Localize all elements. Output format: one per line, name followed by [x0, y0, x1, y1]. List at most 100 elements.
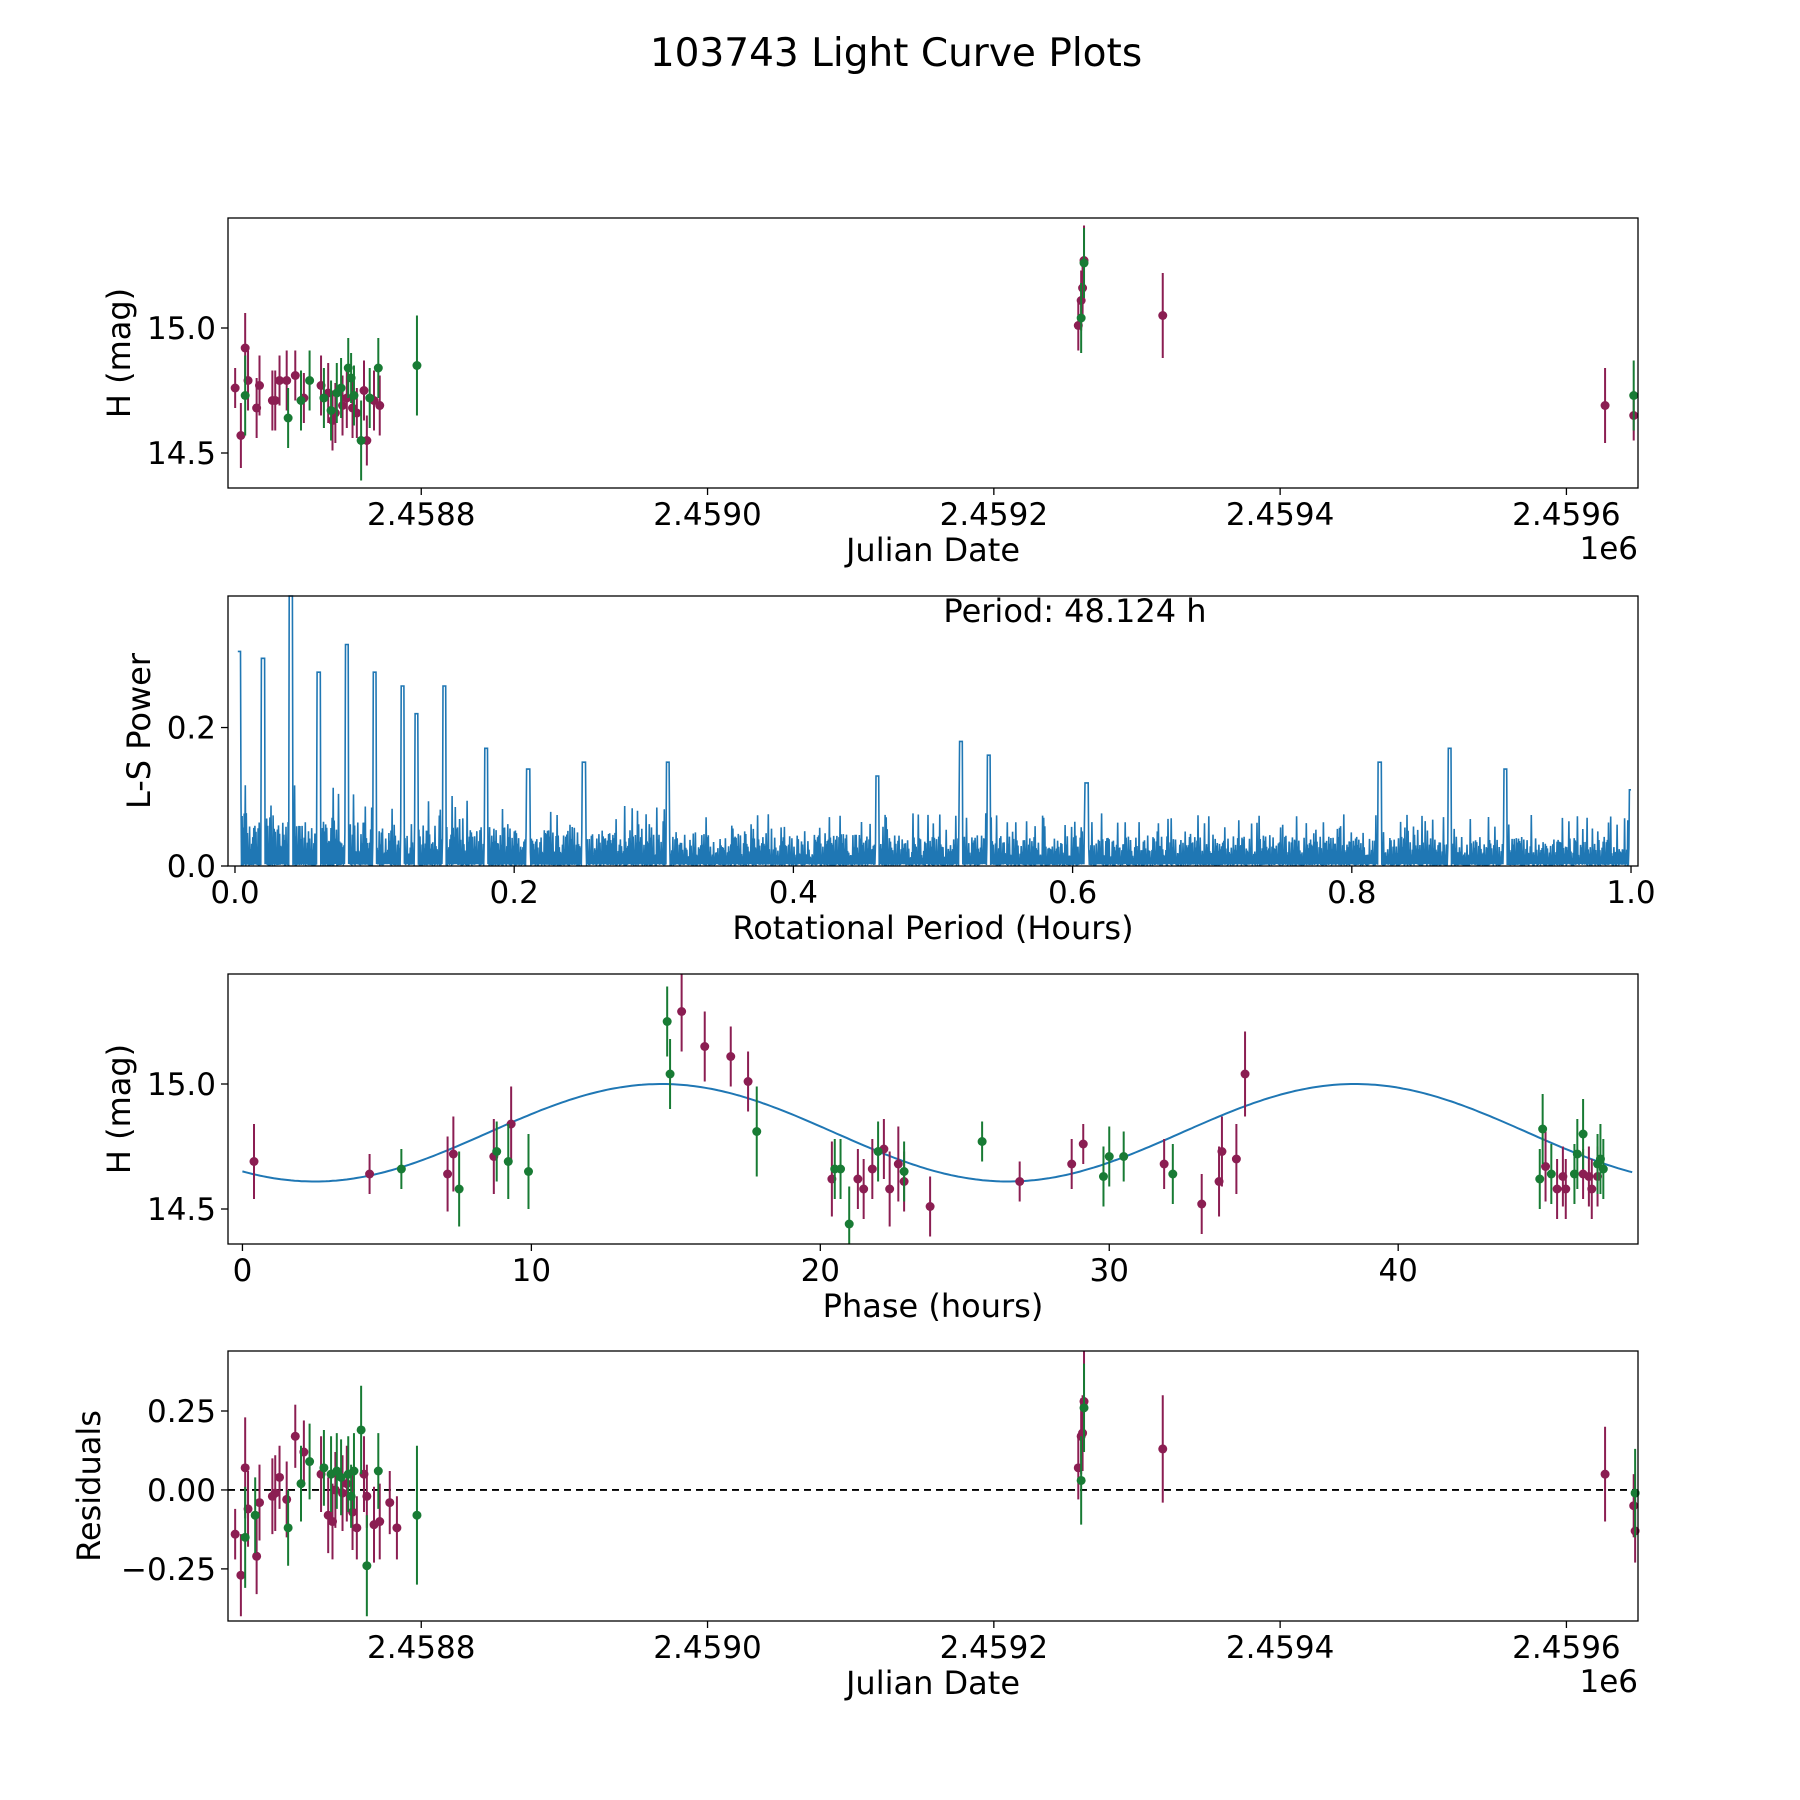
residuals-panel: 2.4588 2.4590 2.4592 2.4594 2.4596 0.25 0.00 −0…	[70, 1350, 1640, 1702]
phased-point-band-purple	[677, 1007, 687, 1016]
lightcurve-point-band-purple	[230, 383, 240, 393]
lightcurve-point-band-green	[283, 413, 293, 423]
residuals-point-band-purple	[1600, 1469, 1610, 1479]
lightcurve-xtick-label: 2.4594	[1226, 497, 1334, 533]
periodogram-xtick-label: 0.2	[490, 875, 539, 911]
lightcurve-axes: 2.4588 2.4590 2.4592 2.4594 2.4596 14.5 15.0	[147, 311, 1621, 533]
residuals-point-band-purple	[254, 1498, 264, 1508]
phased-point-band-purple	[1541, 1162, 1551, 1171]
phased-point-band-purple	[1240, 1069, 1250, 1079]
residuals-point-band-green	[356, 1425, 366, 1435]
lightcurve-ytick-label: 15.0	[147, 311, 216, 347]
residuals-point-band-green	[296, 1479, 306, 1489]
residuals-xtick-label: 2.4596	[1512, 1630, 1620, 1666]
lightcurve-xtick-label: 2.4596	[1512, 497, 1620, 533]
residuals-point-band-purple	[290, 1431, 300, 1441]
periodogram-axes: 0.0 0.2 0.4 0.6 0.8 1.0 0.0 0.2	[167, 711, 1656, 911]
phased-point-band-purple	[1067, 1159, 1077, 1169]
phased-point-band-green	[454, 1184, 464, 1194]
residuals-point-band-green	[283, 1523, 293, 1533]
phased-point-band-purple	[443, 1169, 453, 1179]
periodogram-xtick-label: 0.8	[1327, 875, 1376, 911]
phased-point-band-green	[1538, 1124, 1548, 1134]
residuals-point-band-green	[362, 1561, 372, 1571]
lightcurve-plot-area	[230, 225, 1639, 481]
residuals-point-band-green	[1079, 1403, 1089, 1413]
phased-point-band-green	[1535, 1174, 1545, 1184]
phased-point-band-purple	[743, 1077, 753, 1086]
phased-point-band-purple	[249, 1157, 259, 1166]
lightcurve-xtick-label: 2.4592	[940, 497, 1048, 533]
residuals-point-band-purple	[230, 1529, 240, 1539]
lightcurve-point-band-green	[326, 406, 336, 415]
phased-xtick-label: 40	[1378, 1253, 1417, 1289]
phased-point-band-purple	[726, 1052, 736, 1061]
phased-frame	[227, 973, 1639, 1245]
lightcurve-point-band-green	[373, 363, 383, 373]
periodogram-plot-area	[237, 595, 1631, 867]
residuals-point-band-green	[250, 1510, 260, 1520]
phased-point-band-green	[1546, 1169, 1556, 1179]
phased-point-band-purple	[1197, 1199, 1207, 1209]
phased-point-band-purple	[885, 1184, 895, 1194]
lightcurve-point-band-purple	[254, 381, 264, 390]
residuals-point-band-purple	[338, 1488, 348, 1498]
phased-ylabel: H (mag)	[100, 1044, 138, 1174]
residuals-plot-area	[228, 1351, 1640, 1617]
periodogram-xtick-label: 0.6	[1048, 875, 1097, 911]
phased-point-band-purple	[867, 1164, 877, 1174]
residuals-ytick-label: 0.25	[147, 1394, 216, 1430]
lightcurve-point-band-green	[356, 436, 366, 445]
lightcurve-point-band-green	[1079, 258, 1089, 268]
residuals-xtick-label: 2.4590	[653, 1630, 761, 1666]
phased-xtick-label: 20	[801, 1253, 840, 1289]
periodogram-xlabel: Rotational Period (Hours)	[732, 909, 1133, 947]
residuals-point-band-green	[412, 1510, 422, 1520]
periodogram-xtick-label: 1.0	[1606, 875, 1655, 911]
periodogram-ytick-label: 0.0	[167, 849, 216, 885]
lightcurve-point-band-purple	[375, 401, 385, 410]
lightcurve-point-band-purple	[275, 376, 285, 385]
residuals-point-band-purple	[236, 1570, 246, 1580]
periodogram-annotation: Period: 48.124 h	[943, 592, 1206, 630]
residuals-point-band-green	[332, 1466, 342, 1476]
lightcurve-frame	[227, 217, 1639, 489]
residuals-point-band-purple	[240, 1463, 250, 1473]
residuals-point-band-purple	[362, 1491, 372, 1501]
phased-point-band-purple	[1552, 1184, 1562, 1194]
phased-point-band-purple	[365, 1169, 375, 1179]
lightcurve-point-band-purple	[282, 376, 292, 385]
phased-point-band-green	[523, 1167, 533, 1176]
lightcurve-point-band-purple	[1158, 311, 1168, 320]
lightcurve-xtick-label: 2.4590	[653, 497, 761, 533]
lightcurve-point-band-purple	[236, 431, 246, 440]
phased-point-band-green	[503, 1157, 513, 1166]
lightcurve-point-band-purple	[270, 396, 280, 405]
residuals-ytick-label: 0.00	[147, 1473, 216, 1509]
phased-point-band-purple	[853, 1174, 863, 1184]
residuals-point-band-purple	[323, 1510, 333, 1520]
lightcurve-panel: 2.4588 2.4590 2.4592 2.4594 2.4596 14.5 15.0 J…	[100, 217, 1639, 569]
residuals-point-band-green	[305, 1457, 315, 1467]
phased-point-band-purple	[700, 1042, 710, 1051]
phased-xlabel: Phase (hours)	[823, 1287, 1044, 1325]
residuals-point-band-purple	[1629, 1501, 1639, 1511]
phased-xtick-label: 10	[512, 1253, 551, 1289]
phased-point-band-purple	[1078, 1139, 1088, 1149]
residuals-point-band-purple	[270, 1488, 280, 1498]
phased-point-band-green	[662, 1017, 672, 1026]
periodogram-panel: 0.0 0.2 0.4 0.6 0.8 1.0 0.0 0.2 Period: 48.124 …	[120, 592, 1656, 947]
lightcurve-point-band-purple	[240, 343, 250, 353]
residuals-ylabel: Residuals	[70, 1410, 108, 1562]
phased-point-band-green	[396, 1164, 406, 1174]
phased-point-band-green	[1098, 1172, 1108, 1181]
phased-axes: 0 10 20 30 40 14.5 15.0	[147, 1067, 1418, 1289]
phased-panel: 0 10 20 30 40 14.5 15.0 Phase (hours) H (mag)	[100, 973, 1639, 1325]
residuals-ytick-label: −0.25	[121, 1552, 216, 1588]
residuals-xlabel: Julian Date	[844, 1664, 1020, 1702]
lightcurve-xlabel: Julian Date	[844, 531, 1020, 569]
phased-point-band-green	[844, 1219, 854, 1229]
phased-point-band-purple	[1587, 1184, 1597, 1194]
figure-title: 103743 Light Curve Plots	[650, 31, 1142, 76]
